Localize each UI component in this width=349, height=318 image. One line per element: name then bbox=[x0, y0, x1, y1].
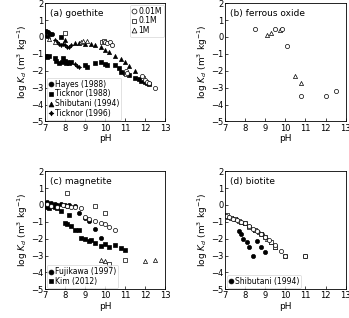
Text: (d) biotite: (d) biotite bbox=[230, 177, 275, 186]
Y-axis label: log $\mathit{K_d}$ (m$^3$ kg$^{-1}$): log $\mathit{K_d}$ (m$^3$ kg$^{-1}$) bbox=[15, 193, 30, 267]
X-axis label: pH: pH bbox=[279, 134, 292, 143]
X-axis label: pH: pH bbox=[279, 302, 292, 311]
Y-axis label: log $\mathit{K_d}$ (m$^3$ kg$^{-1}$): log $\mathit{K_d}$ (m$^3$ kg$^{-1}$) bbox=[195, 25, 210, 100]
Text: (b) ferrous oxide: (b) ferrous oxide bbox=[230, 9, 305, 18]
Y-axis label: log $\mathit{K_d}$ (m$^3$ kg$^{-1}$): log $\mathit{K_d}$ (m$^3$ kg$^{-1}$) bbox=[15, 25, 30, 100]
Legend: Fujikawa (1997), Kim (2012): Fujikawa (1997), Kim (2012) bbox=[47, 265, 118, 288]
Text: (a) goethite: (a) goethite bbox=[50, 9, 104, 18]
Legend: Hayes (1988), Ticknor (1988), Shibutani (1994), Ticknor (1996): Hayes (1988), Ticknor (1988), Shibutani … bbox=[47, 78, 121, 120]
Legend: Shibutani (1994): Shibutani (1994) bbox=[227, 275, 301, 288]
X-axis label: pH: pH bbox=[99, 134, 112, 143]
Text: (c) magnetite: (c) magnetite bbox=[50, 177, 112, 186]
X-axis label: pH: pH bbox=[99, 302, 112, 311]
Y-axis label: log $\mathit{K_d}$ (m$^3$ kg$^{-1}$): log $\mathit{K_d}$ (m$^3$ kg$^{-1}$) bbox=[195, 193, 210, 267]
